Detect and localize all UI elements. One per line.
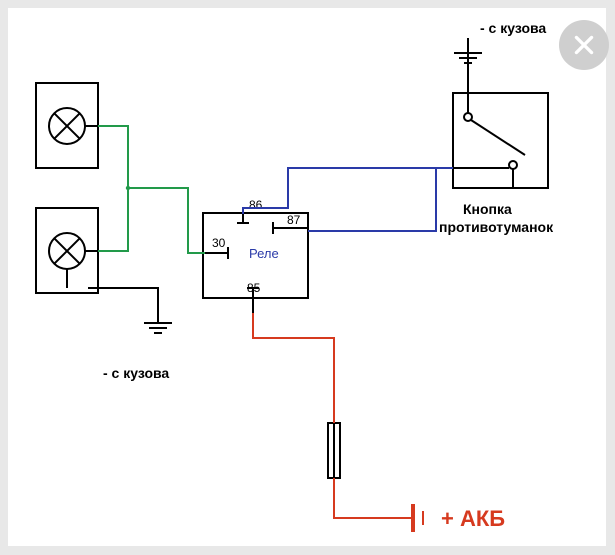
svg-text:+ АКБ: + АКБ bbox=[441, 506, 505, 531]
svg-text:86: 86 bbox=[249, 198, 263, 212]
svg-text:87: 87 bbox=[287, 213, 301, 227]
svg-text:противотуманок: противотуманок bbox=[439, 219, 554, 235]
close-icon bbox=[571, 32, 597, 58]
diagram-canvas: 86 87 30 85 Реле Кнопка противотуманок + АКБ - с… bbox=[8, 8, 606, 546]
diagram-container: 86 87 30 85 Реле Кнопка противотуманок + АКБ - с… bbox=[0, 0, 615, 555]
svg-text:Кнопка: Кнопка bbox=[463, 201, 512, 217]
circuit-svg: 86 87 30 85 Реле Кнопка противотуманок + АКБ - с… bbox=[8, 8, 606, 546]
svg-text:30: 30 bbox=[212, 236, 226, 250]
svg-text:85: 85 bbox=[247, 281, 261, 295]
close-button[interactable] bbox=[559, 20, 609, 70]
svg-text:Реле: Реле bbox=[249, 246, 279, 261]
svg-text:- с кузова: - с кузова bbox=[480, 20, 546, 36]
svg-text:- с кузова: - с кузова bbox=[103, 365, 169, 381]
